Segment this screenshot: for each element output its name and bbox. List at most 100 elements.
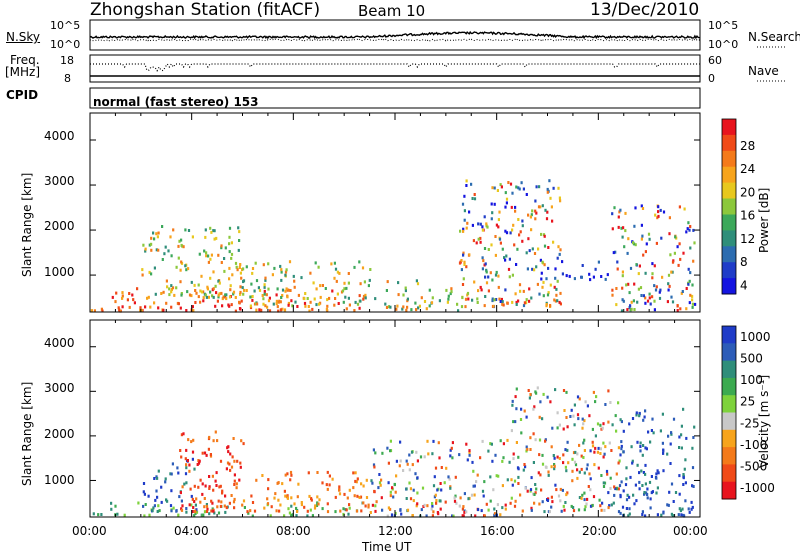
velocity-echo-cell xyxy=(408,481,411,485)
power-echo-cell xyxy=(304,292,307,295)
power-echo-cell xyxy=(691,294,694,298)
velocity-echo-cell xyxy=(273,496,276,500)
power-echo-cell xyxy=(359,299,362,303)
velocity-echo-cell xyxy=(451,441,454,445)
velocity-echo-cell xyxy=(213,511,216,515)
power-echo-cell xyxy=(191,305,194,309)
power-echo-cell xyxy=(691,302,694,306)
velocity-echo-cell xyxy=(142,490,145,494)
xaxis-label: Time UT xyxy=(362,540,412,554)
velocity-echo-cell xyxy=(314,504,317,508)
power-echo-cell xyxy=(611,293,614,297)
velocity-echo-cell xyxy=(377,486,380,490)
velocity-echo-cell xyxy=(451,514,454,518)
power-echo-cell xyxy=(528,287,531,291)
velocity-echo-cell xyxy=(228,462,231,466)
power-echo-cell xyxy=(240,299,243,303)
power-echo-cell xyxy=(521,224,524,228)
velocity-echo-cell xyxy=(216,439,219,443)
power-echo-cell xyxy=(200,274,203,278)
power-echo-cell xyxy=(505,197,509,201)
power-echo-cell xyxy=(292,274,295,278)
power-echo-cell xyxy=(268,309,272,313)
power-echo-cell xyxy=(153,301,156,305)
velocity-echo-cell xyxy=(524,486,527,490)
velocity-echo-cell xyxy=(157,504,160,508)
velocity-echo-cell xyxy=(255,478,258,482)
power-echo-cell xyxy=(307,305,310,308)
power-colorbar-swatch xyxy=(722,246,736,263)
power-echo-cell xyxy=(481,267,484,271)
power-echo-cell xyxy=(466,221,469,225)
power-echo-cell xyxy=(555,287,558,291)
velocity-echo-cell xyxy=(389,439,392,443)
nave-label: Nave xyxy=(748,64,779,78)
power-echo-cell xyxy=(589,278,592,282)
power-echo-cell xyxy=(209,276,212,280)
power-echo-cell xyxy=(655,241,658,245)
power-echo-cell xyxy=(494,253,497,257)
velocity-echo-cell xyxy=(437,441,440,445)
velocity-echo-cell xyxy=(400,512,403,516)
velocity-echo-cell xyxy=(389,449,392,453)
velocity-echo-cell xyxy=(511,483,514,487)
velocity-echo-cell xyxy=(522,468,525,472)
velocity-echo-cell xyxy=(415,504,418,508)
power-echo-cell xyxy=(688,301,691,305)
velocity-echo-cell xyxy=(550,445,553,449)
velocity-echo-cell xyxy=(609,486,612,490)
power-echo-cell xyxy=(238,230,241,234)
power-echo-cell xyxy=(177,302,180,306)
velocity-echo-cell xyxy=(514,395,517,399)
power-echo-cell xyxy=(417,306,420,310)
power-echo-cell xyxy=(161,258,164,261)
power-echo-cell xyxy=(239,290,242,294)
velocity-echo-cell xyxy=(538,415,541,419)
power-echo-cell xyxy=(688,228,691,232)
power-echo-cell xyxy=(491,297,494,301)
power-echo-cell xyxy=(657,210,660,214)
power-echo-cell xyxy=(209,257,212,261)
velocity-echo-cell xyxy=(589,504,593,508)
power-ytick-4000: 4000 xyxy=(44,129,75,143)
velocity-echo-cell xyxy=(656,513,659,517)
power-echo-cell xyxy=(228,235,231,239)
velocity-echo-cell xyxy=(156,495,159,499)
power-echo-cell xyxy=(251,267,255,270)
power-echo-cell xyxy=(477,222,480,226)
power-echo-cell xyxy=(545,217,549,221)
velocity-echo-cell xyxy=(325,483,328,487)
velocity-echo-cell xyxy=(481,489,485,493)
velocity-echo-cell xyxy=(451,456,454,460)
velocity-echo-cell xyxy=(156,476,159,480)
power-echo-cell xyxy=(511,300,514,304)
velocity-echo-cell xyxy=(670,431,673,435)
velocity-echo-cell xyxy=(649,497,652,501)
velocity-colorbar-tick: -500 xyxy=(740,460,767,474)
power-echo-cell xyxy=(648,292,651,296)
velocity-echo-cell xyxy=(520,431,523,435)
power-echo-cell xyxy=(234,309,237,313)
velocity-echo-cell xyxy=(313,506,317,510)
velocity-echo-cell xyxy=(533,501,536,505)
velocity-echo-cell xyxy=(367,505,370,509)
velocity-echo-cell xyxy=(208,487,211,490)
velocity-colorbar-label: Velocity [m s⁻¹] xyxy=(757,374,771,468)
velocity-echo-cell xyxy=(585,467,588,471)
velocity-echo-cell xyxy=(394,511,397,515)
power-echo-cell xyxy=(537,205,541,209)
velocity-echo-cell xyxy=(641,513,644,516)
power-echo-cell xyxy=(180,243,183,247)
velocity-echo-cell xyxy=(326,487,329,491)
power-echo-cell xyxy=(504,258,507,262)
power-echo-cell xyxy=(336,270,339,274)
velocity-colorbar-swatch xyxy=(722,464,736,483)
power-echo-cell xyxy=(276,305,279,309)
power-echo-cell xyxy=(397,293,400,297)
velocity-echo-cell xyxy=(655,476,658,480)
power-echo-cell xyxy=(628,291,631,295)
power-echo-cell xyxy=(525,301,528,305)
velocity-echo-cell xyxy=(638,487,641,491)
power-echo-cell xyxy=(311,307,314,311)
velocity-echo-cell xyxy=(641,510,644,514)
